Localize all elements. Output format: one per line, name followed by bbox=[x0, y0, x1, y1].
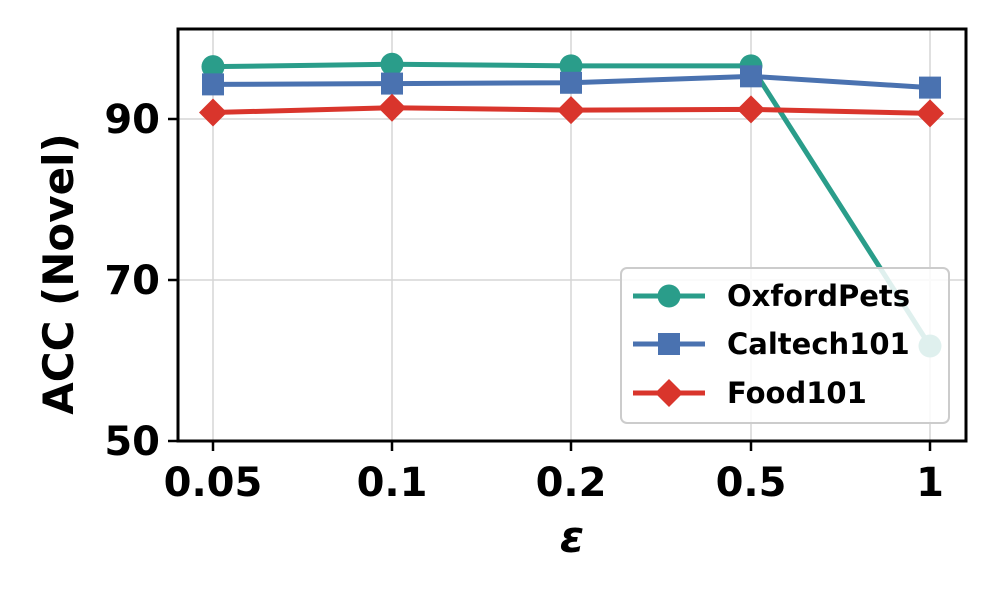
y-tick-label: 50 bbox=[104, 419, 160, 465]
legend-entry-food101: Food101 bbox=[633, 376, 867, 410]
y-axis-label: ACC (Novel) bbox=[34, 133, 83, 414]
x-tick-label: 0.1 bbox=[357, 460, 428, 506]
data-point bbox=[557, 96, 585, 125]
legend-marker bbox=[657, 284, 681, 308]
y-tick-label: 70 bbox=[104, 258, 160, 304]
data-point bbox=[378, 93, 406, 122]
data-point bbox=[916, 99, 944, 128]
plot-series bbox=[199, 52, 944, 358]
x-axis-label: ε bbox=[560, 512, 585, 563]
x-tick-label: 1 bbox=[916, 460, 944, 506]
data-point bbox=[380, 52, 404, 76]
legend-box bbox=[620, 267, 950, 424]
data-point bbox=[202, 73, 224, 96]
legend-label: OxfordPets bbox=[727, 279, 910, 313]
x-tick-label: 0.05 bbox=[164, 460, 263, 506]
legend-entry-oxfordpets: OxfordPets bbox=[633, 279, 910, 313]
series-food101 bbox=[199, 93, 944, 128]
data-point bbox=[560, 71, 582, 94]
data-point bbox=[559, 54, 583, 78]
legend-entry-caltech101: Caltech101 bbox=[633, 327, 910, 361]
data-point bbox=[199, 98, 227, 127]
data-point bbox=[737, 95, 765, 124]
data-point bbox=[919, 76, 941, 99]
legend-marker bbox=[658, 333, 680, 355]
legend-marker bbox=[655, 379, 683, 407]
legend-label: Food101 bbox=[727, 376, 867, 410]
series-oxfordpets bbox=[201, 52, 942, 358]
series-caltech101 bbox=[202, 65, 941, 99]
axis-ticks: 0.05 0.1 0.2 0.5 1 50 70 90 bbox=[104, 97, 944, 506]
legend-label: Caltech101 bbox=[727, 327, 910, 361]
x-tick-label: 0.2 bbox=[536, 460, 607, 506]
x-tick-label: 0.5 bbox=[716, 460, 787, 506]
data-point bbox=[740, 65, 762, 88]
data-point bbox=[381, 72, 403, 95]
y-tick-label: 90 bbox=[104, 97, 160, 143]
legend: OxfordPets Caltech101 Food101 bbox=[620, 267, 950, 424]
data-point bbox=[201, 55, 225, 79]
